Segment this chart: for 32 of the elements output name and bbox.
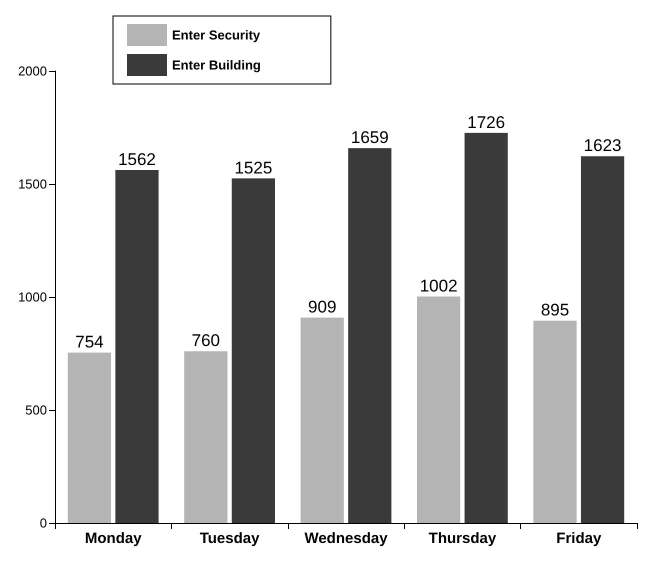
x-tick-label: Monday — [84, 530, 142, 547]
legend-label: Enter Building — [172, 58, 261, 72]
bar — [300, 318, 344, 523]
legend-label: Enter Security — [172, 28, 261, 42]
y-tick-label: 0 — [40, 516, 47, 530]
bar — [580, 156, 624, 523]
bar — [115, 170, 159, 523]
data-label: 760 — [192, 331, 220, 350]
y-tick-label: 1500 — [18, 176, 47, 192]
x-tick-label: Wednesday — [304, 530, 388, 547]
bar — [232, 178, 275, 523]
data-label: 1525 — [234, 158, 272, 178]
y-tick-label: 1000 — [18, 290, 47, 304]
data-label: 1659 — [350, 128, 389, 148]
data-label: 1002 — [420, 276, 458, 296]
data-label: 895 — [540, 300, 570, 320]
x-tick-label: Friday — [556, 530, 602, 547]
data-label: 1623 — [584, 136, 622, 156]
data-label: 909 — [308, 298, 336, 317]
y-tick-label: 500 — [25, 402, 47, 418]
y-tick-label: 2000 — [18, 64, 47, 78]
data-label: 1562 — [118, 150, 156, 169]
bar — [348, 148, 392, 523]
bar — [68, 352, 112, 523]
data-label: 754 — [75, 332, 104, 352]
bar — [533, 320, 577, 523]
bar — [184, 351, 228, 523]
bar — [464, 132, 508, 523]
x-tick-label: Thursday — [428, 530, 497, 547]
bar — [417, 296, 460, 523]
x-tick-label: Tuesday — [200, 530, 260, 547]
data-label: 1726 — [467, 112, 506, 132]
